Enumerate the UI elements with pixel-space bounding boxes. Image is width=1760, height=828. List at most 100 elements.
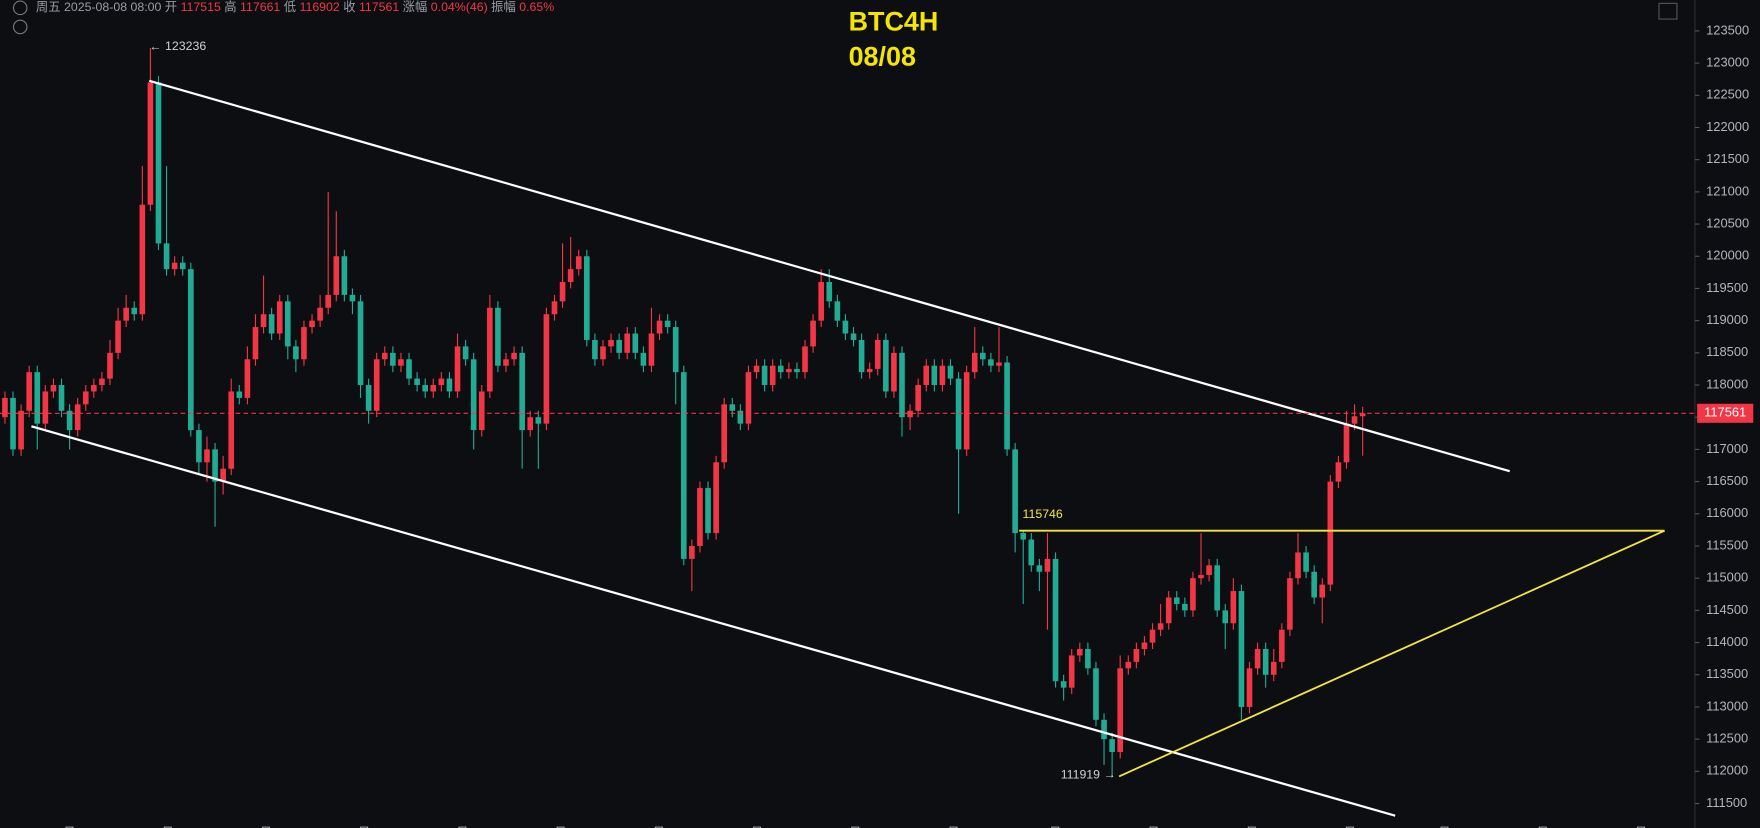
low-value: 111919 bbox=[1061, 768, 1100, 782]
channel-lower bbox=[31, 425, 1396, 817]
candle-body bbox=[1206, 565, 1212, 575]
y-tick-label: 113000 bbox=[1706, 698, 1748, 713]
candle-body bbox=[244, 359, 251, 398]
y-tick-label: 116000 bbox=[1706, 505, 1748, 520]
candle-body bbox=[1262, 649, 1269, 675]
candle-body bbox=[478, 391, 485, 431]
candle-body bbox=[1279, 629, 1285, 662]
candle-body bbox=[996, 362, 1002, 366]
candle-body bbox=[1085, 649, 1091, 669]
y-tick-label: 113500 bbox=[1706, 666, 1748, 681]
candle-body bbox=[58, 385, 65, 411]
candle-body bbox=[866, 368, 873, 373]
candle-body bbox=[179, 262, 186, 270]
candle-body bbox=[1028, 539, 1035, 566]
candle-body bbox=[317, 307, 323, 321]
candle-body bbox=[1044, 558, 1051, 572]
expand-icon[interactable] bbox=[12, 19, 28, 35]
candle-body bbox=[1214, 565, 1220, 611]
label: 振幅 bbox=[491, 0, 516, 14]
candle-body bbox=[648, 333, 655, 366]
candle-body bbox=[584, 256, 590, 340]
x-tick-label: 8月8 bbox=[1336, 825, 1363, 828]
candle-body bbox=[899, 352, 905, 418]
label: 收 bbox=[343, 0, 355, 14]
y-tick-label: 115000 bbox=[1706, 570, 1748, 585]
candle-body bbox=[1182, 603, 1188, 611]
candle-body bbox=[276, 301, 283, 334]
layout-icon[interactable] bbox=[1658, 2, 1678, 20]
x-tick-label: 7月21 bbox=[449, 825, 483, 828]
x-tick-label: 7月17 bbox=[252, 825, 286, 828]
candle-body bbox=[462, 346, 469, 360]
candle-body bbox=[1052, 558, 1059, 682]
datetime: 周五 2025-08-08 08:00 bbox=[36, 0, 162, 14]
candle-body bbox=[1295, 552, 1301, 579]
candle-body bbox=[123, 307, 129, 321]
candle-body bbox=[1076, 649, 1083, 656]
label: 低 bbox=[284, 0, 296, 14]
candle-body bbox=[1004, 362, 1010, 450]
candle-body bbox=[810, 320, 816, 347]
x-tick-label: 8月12 bbox=[1529, 825, 1563, 828]
x-tick-label: 8月2 bbox=[1041, 825, 1068, 828]
candle-body bbox=[955, 378, 962, 450]
candle-body bbox=[1060, 681, 1067, 688]
candle-body bbox=[18, 410, 24, 450]
candle-body bbox=[349, 294, 356, 302]
candle-body bbox=[204, 449, 210, 463]
candle-body bbox=[212, 449, 218, 482]
last-price-label: 117561 bbox=[1704, 405, 1746, 420]
x-tick-label: 8月10 bbox=[1431, 825, 1465, 828]
candle-body bbox=[333, 256, 340, 295]
candle-body bbox=[341, 256, 348, 295]
candle-body bbox=[891, 352, 897, 392]
candle-body bbox=[535, 417, 542, 424]
candle-body bbox=[74, 404, 81, 431]
y-tick-label: 116500 bbox=[1706, 473, 1748, 488]
candle-body bbox=[1149, 629, 1156, 643]
candle-body bbox=[163, 243, 170, 270]
y-tick-label: 115500 bbox=[1706, 537, 1748, 552]
x-tick-label: 7月29 bbox=[841, 825, 875, 828]
candle-body bbox=[632, 333, 639, 353]
candle-body bbox=[66, 410, 73, 431]
candle-body bbox=[761, 365, 768, 386]
candle-body bbox=[1109, 739, 1115, 753]
candles bbox=[2, 47, 1366, 777]
y-tick-label: 112500 bbox=[1706, 731, 1748, 746]
x-tick-label: 8月4 bbox=[1140, 825, 1167, 828]
candle-body bbox=[858, 339, 865, 373]
candle-body bbox=[988, 359, 994, 366]
candle-body bbox=[1125, 661, 1132, 669]
y-tick-label: 119500 bbox=[1706, 280, 1748, 295]
candle-body bbox=[325, 294, 332, 308]
candle-body bbox=[495, 307, 501, 366]
candle-body bbox=[188, 269, 194, 431]
candle-body bbox=[1165, 597, 1172, 624]
candle-body bbox=[357, 301, 364, 386]
candle-body bbox=[511, 352, 517, 360]
candle-body bbox=[131, 307, 138, 315]
candle-body bbox=[1117, 668, 1124, 753]
candle-body bbox=[640, 352, 647, 366]
candle-body bbox=[1303, 552, 1309, 572]
candle-body bbox=[559, 282, 566, 302]
y-tick-label: 114500 bbox=[1706, 602, 1748, 617]
x-tick-label: 7月15 bbox=[154, 825, 188, 828]
candle-body bbox=[624, 333, 631, 353]
title: BTC4H bbox=[849, 7, 939, 37]
candle-body bbox=[1190, 578, 1196, 611]
candle-body bbox=[963, 372, 970, 450]
collapse-icon[interactable] bbox=[12, 0, 28, 16]
y-tick-label: 122000 bbox=[1706, 119, 1749, 134]
ohlc-header: 周五 2025-08-08 08:00 开 117515 高 117661 低 … bbox=[36, 0, 554, 14]
candle-body bbox=[818, 282, 824, 321]
candle-body bbox=[1230, 591, 1237, 624]
y-tick-label: 123000 bbox=[1706, 55, 1749, 70]
x-tick-label: 8月6 bbox=[1238, 825, 1265, 828]
candle-body bbox=[1238, 591, 1245, 707]
candle-body bbox=[931, 365, 938, 386]
y-tick-label: 121500 bbox=[1706, 151, 1749, 166]
